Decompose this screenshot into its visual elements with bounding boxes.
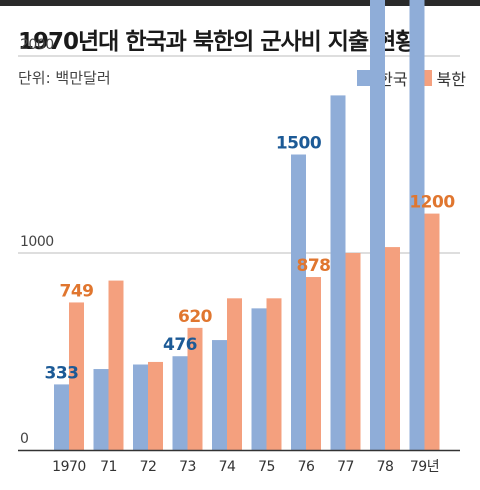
bar-north xyxy=(108,280,124,450)
y-tick-label: 1000 xyxy=(20,234,54,250)
data-label-south: 1500 xyxy=(276,134,322,154)
bar-south xyxy=(291,154,306,450)
x-tick-label: 71 xyxy=(100,459,117,475)
legend-label-north: 북한 xyxy=(436,70,466,89)
legend-swatch-south xyxy=(357,70,374,86)
bar-south xyxy=(409,0,425,451)
data-label-south: 333 xyxy=(45,363,79,383)
legend-label-south: 한국 xyxy=(378,70,408,89)
data-label-north: 1200 xyxy=(409,193,455,213)
bar-south xyxy=(212,340,227,450)
bar-north xyxy=(345,253,361,450)
y-tick-label: 0 xyxy=(20,431,28,447)
data-label-north: 620 xyxy=(178,307,213,327)
chart-title: 1970년대 한국과 북한의 군사비 지출 현황 xyxy=(18,29,416,55)
data-label-south: 476 xyxy=(163,335,197,355)
bar-south xyxy=(330,95,346,451)
bar-north xyxy=(266,298,282,450)
bar-south xyxy=(133,364,148,450)
x-tick-label: 75 xyxy=(258,459,275,475)
bar-south xyxy=(251,308,267,450)
bar-north xyxy=(187,327,203,450)
bar-north xyxy=(148,361,163,450)
data-label-north: 878 xyxy=(297,256,331,276)
bar-north xyxy=(385,247,400,450)
bar-south xyxy=(93,369,109,450)
data-label-north: 749 xyxy=(60,281,94,301)
x-tick-label: 72 xyxy=(140,459,157,475)
unit-label: 단위: 백만달러 xyxy=(18,69,111,87)
bar-north xyxy=(227,298,242,450)
bar-south xyxy=(54,384,69,450)
x-tick-label: 79년 xyxy=(410,459,439,475)
x-tick-label: 77 xyxy=(337,459,354,475)
x-tick-label: 1970 xyxy=(52,459,86,475)
legend-item-south: 한국 xyxy=(357,66,408,90)
y-tick-label: 2000 xyxy=(20,37,54,53)
x-tick-label: 74 xyxy=(219,459,236,475)
x-tick-label: 76 xyxy=(298,459,315,475)
bar-north xyxy=(424,213,440,450)
top-rule xyxy=(0,0,480,6)
bar-south xyxy=(172,356,188,450)
x-tick-label: 73 xyxy=(179,459,196,475)
bar-north xyxy=(306,277,321,450)
bar-north xyxy=(69,302,84,450)
x-tick-label: 78 xyxy=(377,459,394,475)
bar-south xyxy=(370,0,385,451)
